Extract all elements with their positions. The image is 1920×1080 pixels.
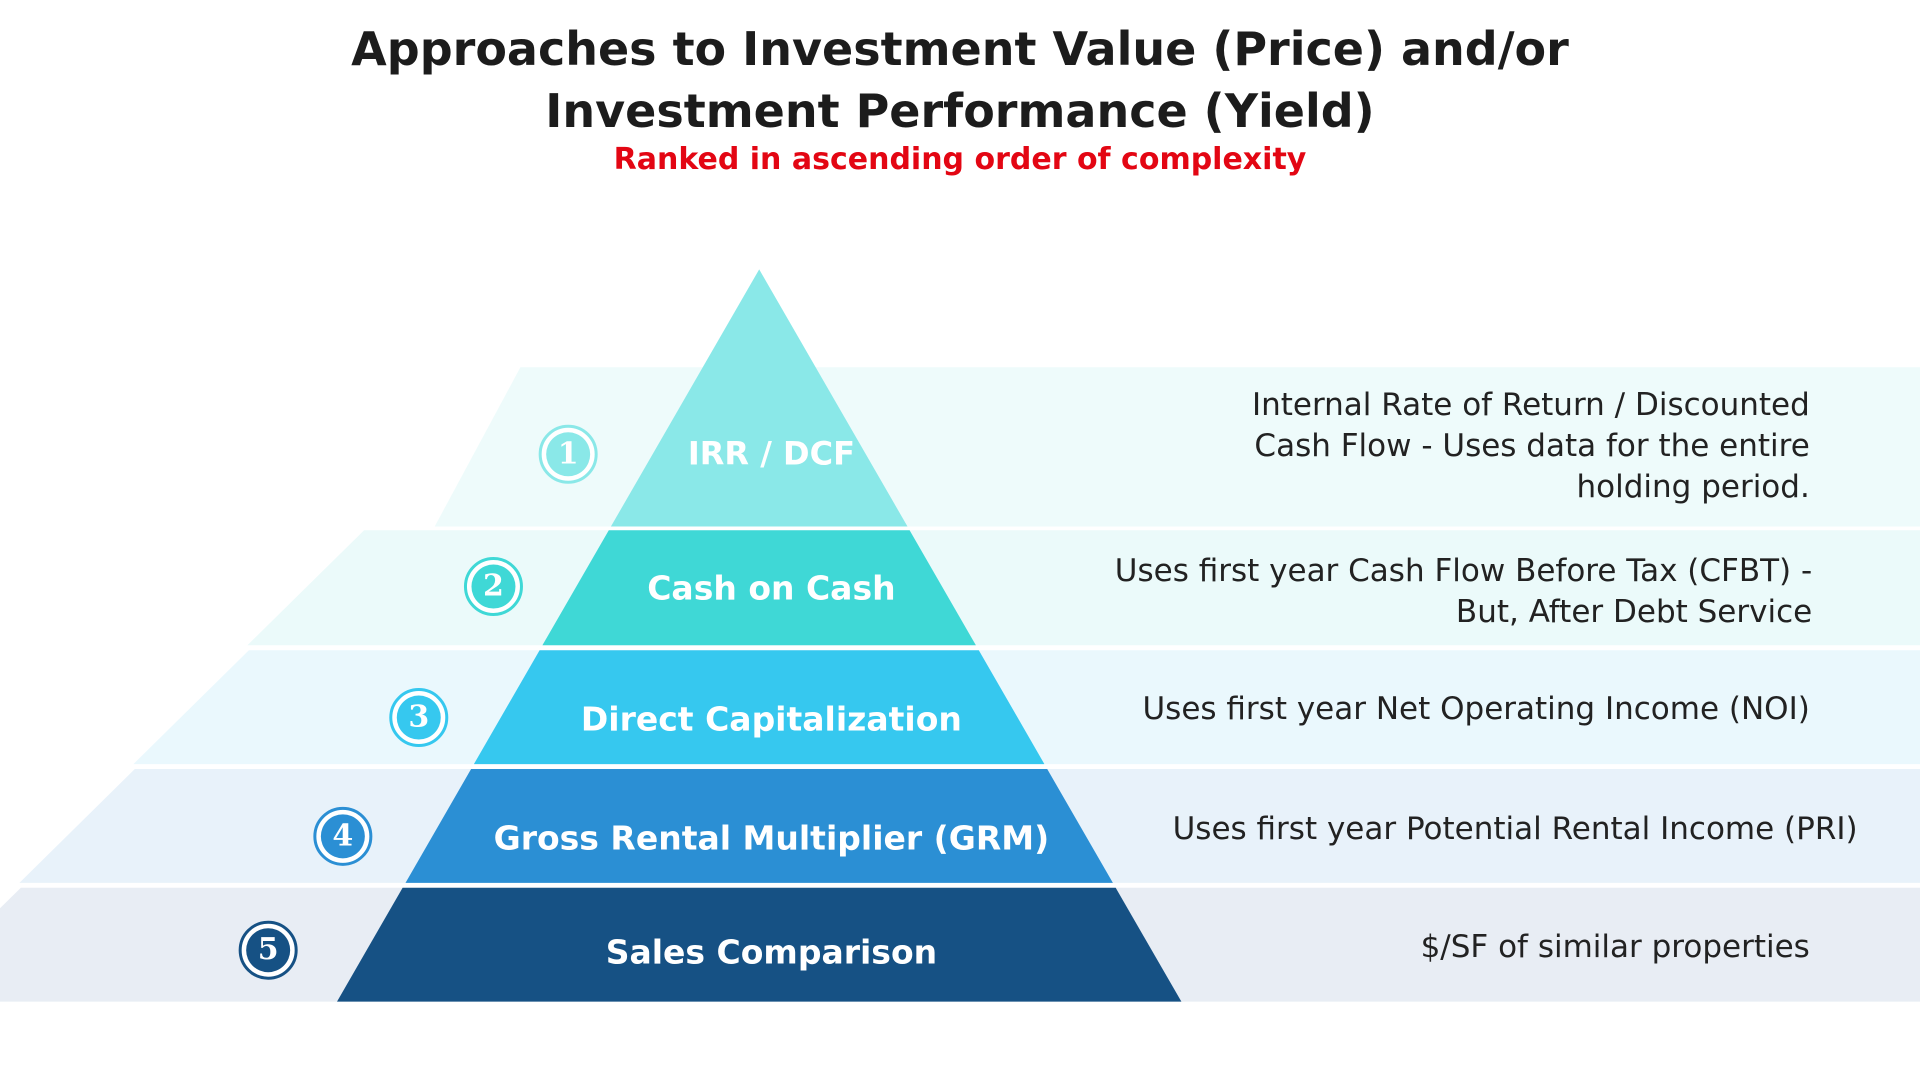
tier-5-badge: 5 (238, 920, 298, 980)
tier-3-number: 3 (408, 700, 429, 735)
tier-3-description: Uses first year Net Operating Income (NO… (1142, 691, 1810, 728)
tier-5-segment (337, 887, 1182, 1002)
page-subtitle: Ranked in ascending order of complexity (613, 142, 1307, 177)
badge-fill (471, 564, 516, 609)
tier-4-description: Uses first year Potential Rental Income … (1172, 811, 1858, 848)
badge-fill (396, 695, 441, 740)
tier-5-label: Sales Comparison (606, 932, 937, 971)
tier-1-badge: 1 (538, 424, 598, 484)
tier-4-badge: 4 (313, 806, 373, 866)
tier-2-number: 2 (483, 569, 504, 604)
badge-fill (246, 928, 291, 973)
tier-2-description: Uses first year Cash Flow Before Tax (CF… (1114, 553, 1813, 630)
tier-3-segment (473, 650, 1045, 765)
tier-1-description: Internal Rate of Return / Discounted Cas… (1251, 386, 1810, 505)
page-title: Approaches to Investment Value (Price) a… (351, 22, 1569, 138)
badge-fill (320, 814, 365, 859)
tier-2-label: Cash on Cash (647, 569, 895, 608)
tier-1-label: IRR / DCF (688, 435, 855, 473)
tier-3-label: Direct Capitalization (581, 700, 962, 739)
tier-2-badge: 2 (463, 557, 523, 617)
tier-1-number: 1 (558, 436, 579, 471)
tier-5-number: 5 (258, 932, 279, 967)
tier-1-segment (610, 269, 908, 527)
tier-4-number: 4 (332, 818, 353, 853)
tier-4-segment (405, 769, 1113, 883)
tier-4-label: Gross Rental Multiplier (GRM) (494, 819, 1050, 858)
tier-3-badge: 3 (389, 688, 449, 748)
tier-5-description: $/SF of similar properties (1420, 928, 1810, 965)
tier-2-segment (542, 530, 976, 646)
badge-fill (546, 432, 591, 477)
